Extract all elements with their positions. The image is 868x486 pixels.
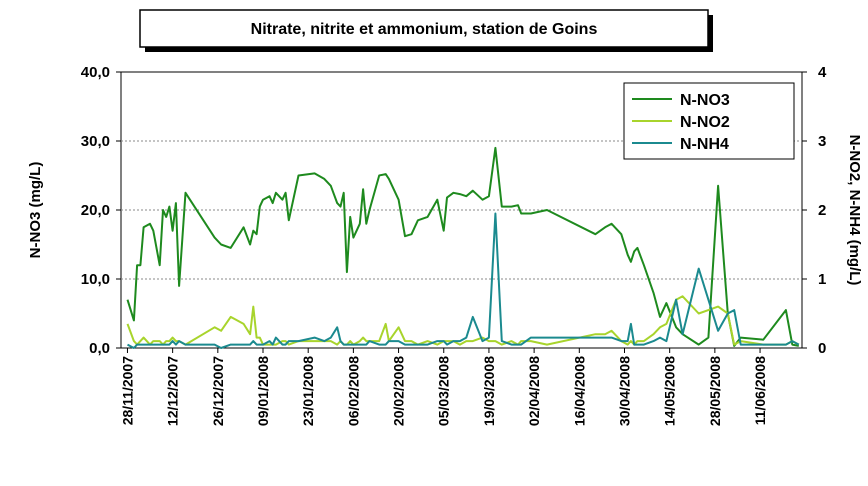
x-tick-label: 12/12/2007 — [165, 356, 181, 426]
series-line — [126, 295, 800, 346]
y-tick-label: 30,0 — [81, 133, 110, 150]
legend-label: N-NO2 — [680, 114, 730, 131]
x-tick-label: 28/11/2007 — [119, 356, 135, 426]
legend-label: N-NH4 — [680, 136, 729, 153]
y-tick-label: 40,0 — [81, 64, 110, 81]
series-line — [127, 212, 800, 349]
y-tick-label: 0,0 — [89, 340, 110, 357]
x-tick-label: 11/06/2008 — [752, 356, 768, 426]
series-line — [126, 146, 799, 347]
x-tick-label: 30/04/2008 — [616, 356, 632, 426]
x-tick-label: 02/04/2008 — [526, 356, 542, 426]
x-tick-label: 28/05/2008 — [707, 356, 723, 426]
y-tick-label: 10,0 — [81, 271, 110, 288]
x-tick-label: 20/02/2008 — [391, 356, 407, 426]
y2-tick-label: 4 — [818, 64, 827, 81]
x-tick-label: 09/01/2008 — [255, 356, 271, 426]
chart-title: Nitrate, nitrite et ammonium, station de… — [251, 21, 598, 38]
x-tick-label: 19/03/2008 — [481, 356, 497, 426]
x-tick-label: 06/02/2008 — [345, 356, 361, 426]
y2-tick-label: 3 — [818, 133, 826, 150]
legend-label: N-NO3 — [680, 92, 730, 109]
y2-axis-label: N-NO2, N-NH4 (mg/L) — [846, 135, 863, 286]
y2-tick-label: 2 — [818, 202, 826, 219]
x-tick-label: 16/04/2008 — [571, 356, 587, 426]
x-tick-label: 23/01/2008 — [300, 356, 316, 426]
x-tick-label: 05/03/2008 — [436, 356, 452, 426]
y-axis-label: N-NO3 (mg/L) — [27, 162, 44, 259]
y-tick-label: 20,0 — [81, 202, 110, 219]
y2-tick-label: 1 — [818, 271, 826, 288]
x-tick-label: 26/12/2007 — [210, 356, 226, 426]
title-box — [139, 9, 709, 48]
y2-tick-label: 0 — [818, 340, 826, 357]
x-tick-label: 14/05/2008 — [662, 356, 678, 426]
